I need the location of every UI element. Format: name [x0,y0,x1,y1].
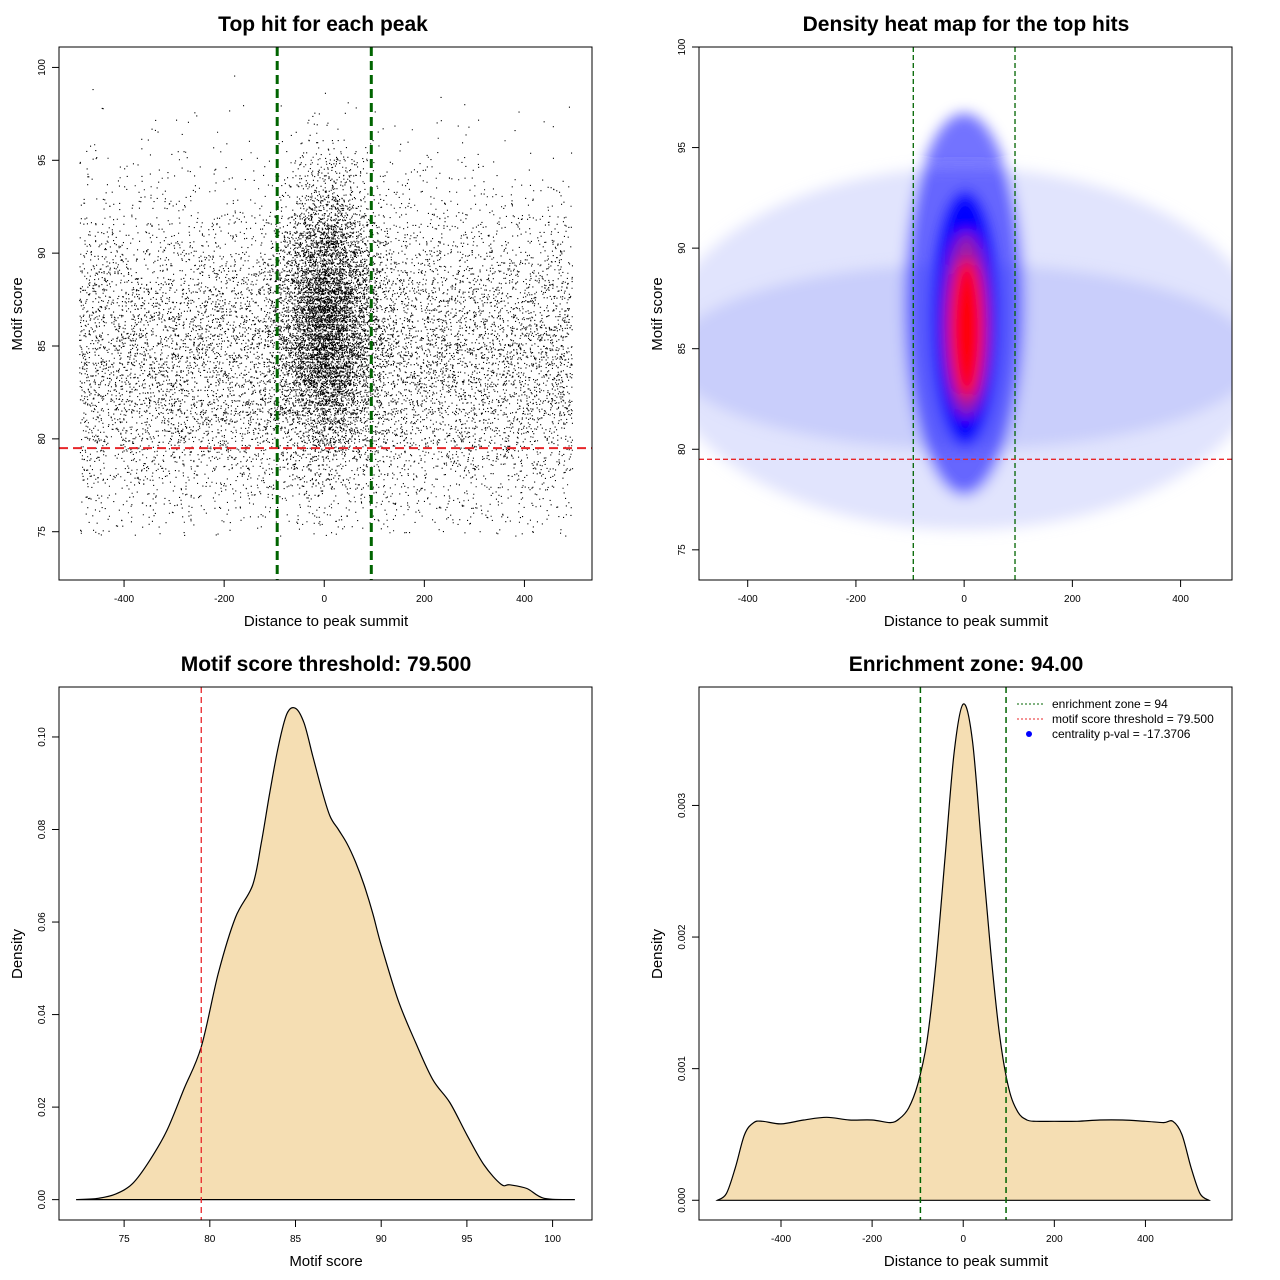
heatmap-y-axis: 75 80 85 90 95 100 [677,38,700,556]
heatmap-x-tick-label: 400 [1172,594,1189,605]
scatter-x-tick-label: 0 [321,594,327,605]
score-density-x-tick-label: 80 [204,1234,216,1245]
distance-density-x-tick-label: -400 [771,1234,791,1245]
legend-label-enrichment-zone: enrichment zone = 94 [1052,697,1168,711]
distance-density-x-tick-label: 0 [960,1234,966,1245]
heatmap-y-tick-label: 75 [677,544,688,556]
heatmap-surface [699,47,1232,580]
score-density-title: Motif score threshold: 79.500 [181,653,472,676]
heatmap-title: Density heat map for the top hits [803,13,1130,36]
distance-density-x-tick-label: 200 [1046,1234,1063,1245]
scatter-x-tick-label: -400 [114,594,134,605]
legend-label-pval: centrality p-val = -17.3706 [1052,727,1191,741]
distance-density-x-tick-label: -200 [862,1234,882,1245]
heatmap-y-tick-label: 80 [677,443,688,455]
heatmap-y-tick-label: 95 [677,142,688,154]
scatter-y-tick-label: 90 [37,247,48,259]
score-density-x-tick-label: 75 [119,1234,131,1245]
score-density-panel: Motif score threshold: 79.500 75 80 85 90 95… [9,653,593,1270]
score-density-x-tick-label: 85 [290,1234,302,1245]
distance-density-y-tick-label: 0.003 [677,792,688,817]
heatmap-x-tick-label: 0 [961,594,967,605]
scatter-y-tick-label: 100 [37,59,48,76]
distance-density-y-tick-label: 0.000 [677,1187,688,1212]
heatmap-core-red [950,258,984,399]
scatter-y-axis: 75 80 85 90 95 100 [37,59,60,538]
score-density-y-axis: 0.00 0.02 0.04 0.06 0.08 0.10 [37,727,60,1209]
heatmap-x-tick-label: 200 [1064,594,1081,605]
legend: enrichment zone = 94 motif score thresho… [1017,697,1214,741]
distance-density-x-axis: -400 -200 0 200 400 [771,1219,1154,1245]
scatter-x-tick-label: -200 [214,594,234,605]
score-density-y-tick-label: 0.06 [37,912,48,932]
scatter-title: Top hit for each peak [218,13,428,36]
score-density-x-axis: 75 80 85 90 95 100 [119,1219,561,1245]
score-density-x-label: Motif score [289,1253,362,1270]
score-density-y-tick-label: 0.02 [37,1097,48,1117]
legend-point-pval [1026,731,1032,737]
heatmap-x-axis: -400 -200 0 200 400 [738,579,1189,605]
distance-density-y-label: Density [649,928,666,979]
scatter-x-axis: -400 -200 0 200 400 [114,579,533,605]
score-density-y-tick-label: 0.10 [37,727,48,747]
heatmap-y-tick-label: 90 [677,242,688,254]
heatmap-y-tick-label: 100 [677,38,688,55]
score-density-x-tick-label: 90 [376,1234,388,1245]
heatmap-reference-lines [699,47,1232,580]
score-density-curve [76,707,575,1201]
scatter-x-tick-label: 400 [516,594,533,605]
scatter-x-label: Distance to peak summit [244,613,409,630]
heatmap-x-tick-label: -400 [738,594,758,605]
scatter-y-tick-label: 85 [37,340,48,352]
distance-density-curve [715,703,1212,1201]
score-density-y-tick-label: 0.00 [37,1189,48,1209]
scatter-y-tick-label: 95 [37,154,48,166]
distance-density-title: Enrichment zone: 94.00 [849,653,1084,676]
scatter-y-tick-label: 75 [37,526,48,538]
distance-density-y-tick-label: 0.001 [677,1056,688,1081]
scatter-y-tick-label: 80 [37,433,48,445]
heatmap-x-label: Distance to peak summit [884,613,1049,630]
score-density-x-tick-label: 95 [461,1234,473,1245]
scatter-points [79,75,574,537]
score-density-y-tick-label: 0.04 [37,1004,48,1024]
score-density-x-tick-label: 100 [544,1234,561,1245]
score-density-y-label: Density [9,928,26,979]
score-density-y-tick-label: 0.08 [37,819,48,839]
legend-label-threshold: motif score threshold = 79.500 [1052,712,1214,726]
distance-density-y-tick-label: 0.002 [677,924,688,949]
heatmap-panel: Density heat map for the top hits -400 -2… [649,13,1233,630]
distance-density-panel: Enrichment zone: 94.00 -400 -200 0 200 400 0… [649,653,1233,1270]
distance-density-x-tick-label: 400 [1137,1234,1154,1245]
scatter-panel: Top hit for each peak -400 -200 0 200 400 75… [9,13,593,630]
heatmap-y-tick-label: 85 [677,343,688,355]
heatmap-density-blobs [699,113,1232,530]
scatter-point-marks [79,75,574,537]
heatmap-x-tick-label: -200 [846,594,866,605]
scatter-x-tick-label: 200 [416,594,433,605]
scatter-y-label: Motif score [9,277,26,350]
scatter-reference-lines [59,47,592,580]
distance-density-y-axis: 0.000 0.001 0.002 0.003 [677,792,700,1213]
distance-density-x-label: Distance to peak summit [884,1253,1049,1270]
heatmap-y-label: Motif score [649,277,666,350]
distance-density-zone-lines [919,687,1007,1220]
